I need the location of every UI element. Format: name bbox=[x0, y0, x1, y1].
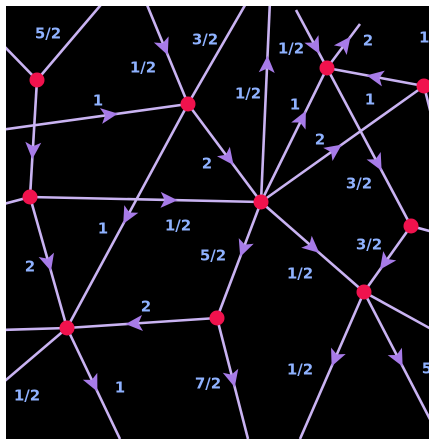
arrowhead-10 bbox=[291, 110, 306, 130]
edge-5 bbox=[146, 6, 190, 105]
edge-weight-label: 1/2 bbox=[235, 85, 261, 103]
arrowhead-28 bbox=[222, 368, 239, 388]
node-g bbox=[403, 218, 419, 234]
arrowhead-11 bbox=[323, 144, 342, 161]
graph-frame: 5/21/23/21/221/11/211223/211/25/23/221/2… bbox=[6, 6, 429, 439]
edge-20 bbox=[325, 67, 413, 227]
edge-weight-label: 1/2 bbox=[130, 59, 156, 77]
edge-30 bbox=[6, 327, 68, 382]
arrowhead-12 bbox=[301, 235, 320, 253]
edge-weight-label: 5/2 bbox=[35, 25, 61, 43]
arrowhead-5 bbox=[153, 36, 169, 56]
edge-weight-label: 2 bbox=[202, 155, 212, 173]
edge-weight-label: 2 bbox=[25, 258, 35, 276]
edge-22 bbox=[362, 225, 413, 293]
edge-27 bbox=[66, 316, 218, 330]
edge-weight-label: 1 bbox=[115, 379, 125, 397]
edge-13 bbox=[215, 201, 263, 319]
edge-29 bbox=[6, 326, 68, 332]
edge-weight-label: 3/2 bbox=[192, 31, 218, 49]
edge-weight-label: 1 bbox=[98, 220, 108, 238]
edge-6 bbox=[186, 6, 247, 105]
graph-diagram: 5/21/23/21/221/11/211223/211/25/23/221/2… bbox=[6, 6, 429, 439]
edge-weight-label: 2 bbox=[363, 32, 373, 50]
edge-weight-label: 1 bbox=[290, 96, 300, 114]
arrowhead-22 bbox=[379, 251, 397, 270]
edge-weight-label: 1/2 bbox=[287, 265, 313, 283]
arrowhead-4 bbox=[99, 108, 118, 124]
edge-4 bbox=[6, 102, 189, 131]
node-b bbox=[180, 96, 196, 112]
arrowhead-7 bbox=[217, 146, 234, 166]
node-a bbox=[29, 72, 45, 88]
node-i bbox=[209, 310, 225, 326]
edge-1 bbox=[6, 46, 38, 81]
edge-11 bbox=[260, 84, 425, 204]
edge-2 bbox=[36, 6, 102, 81]
arrowhead-14 bbox=[160, 191, 178, 208]
arrowhead-8 bbox=[123, 205, 139, 224]
edge-weight-label: 3/2 bbox=[346, 175, 372, 193]
edge-9 bbox=[259, 6, 272, 203]
arrowhead-19 bbox=[366, 70, 385, 87]
arrowhead-17 bbox=[304, 35, 320, 54]
edge-weight-label: 1/2 bbox=[278, 40, 304, 58]
edge-3 bbox=[28, 79, 39, 198]
edge-10 bbox=[259, 67, 329, 203]
edge-weight-label: 2 bbox=[315, 131, 325, 149]
node-f bbox=[253, 194, 269, 210]
arrowhead-16 bbox=[38, 252, 55, 272]
edge-weight-label: 1 bbox=[365, 91, 375, 109]
edge-weight-label: 1/2 bbox=[287, 361, 313, 379]
edge-weight-label: 7/2 bbox=[195, 375, 221, 393]
edge-weight-label: 5 bbox=[422, 360, 429, 378]
node-d bbox=[416, 78, 429, 94]
arrowhead-27 bbox=[125, 314, 144, 331]
arrowhead-31 bbox=[82, 372, 98, 392]
arrowhead-13 bbox=[238, 238, 254, 257]
arrowhead-9 bbox=[258, 55, 275, 73]
arrowhead-25 bbox=[331, 347, 346, 367]
edge-weight-label: 1 bbox=[93, 92, 103, 110]
edge-7 bbox=[186, 103, 263, 203]
node-h bbox=[356, 284, 372, 300]
edge-14 bbox=[29, 195, 262, 204]
edge-weight-label: 1/2 bbox=[14, 387, 40, 405]
arrowhead-20 bbox=[366, 151, 382, 171]
arrowhead-3 bbox=[25, 141, 42, 160]
edge-weight-label: 2 bbox=[141, 298, 151, 316]
edge-24 bbox=[363, 290, 429, 330]
edge-17 bbox=[294, 9, 329, 69]
node-e bbox=[22, 189, 38, 205]
arrowhead-26 bbox=[387, 347, 403, 367]
edge-weight-label: 1/ bbox=[419, 29, 429, 47]
edge-weight-label: 3/2 bbox=[356, 236, 382, 254]
arrowhead-18 bbox=[333, 36, 351, 56]
node-j bbox=[59, 320, 75, 336]
edge-weight-label: 1/2 bbox=[165, 217, 191, 235]
node-c bbox=[319, 60, 335, 76]
edge-weight-label: 5/2 bbox=[200, 247, 226, 265]
